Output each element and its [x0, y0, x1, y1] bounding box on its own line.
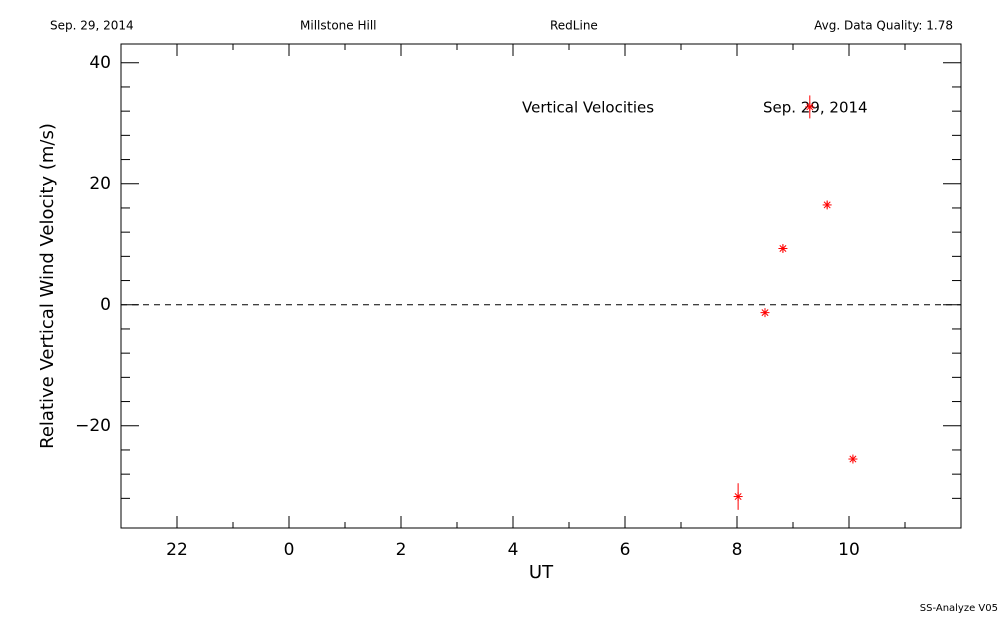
point	[778, 243, 788, 253]
y-tick-label: −20	[75, 416, 111, 436]
asterisk-stroke	[823, 201, 831, 209]
asterisk-stroke	[806, 103, 814, 111]
header-site: Millstone Hill	[300, 19, 376, 33]
header-quality: Avg. Data Quality: 1.78	[814, 19, 953, 33]
footer: SS-Analyze V05	[920, 603, 998, 614]
x-tick-label: 22	[166, 540, 188, 560]
annotation: Sep. 29, 2014	[763, 99, 868, 117]
asterisk-stroke	[779, 244, 787, 252]
point	[848, 454, 858, 464]
x-tick-label: 0	[284, 540, 295, 560]
asterisk-stroke	[761, 309, 769, 317]
point	[733, 492, 743, 502]
x-tick-label: 2	[396, 540, 407, 560]
x-tick-label: 6	[620, 540, 631, 560]
x-tick-label: 8	[732, 540, 743, 560]
asterisk-stroke	[849, 455, 857, 463]
y-tick-label: 40	[89, 53, 111, 73]
header-filter: RedLine	[550, 19, 598, 33]
header-date: Sep. 29, 2014	[50, 19, 134, 33]
point	[805, 102, 815, 112]
y-axis-label: Relative Vertical Wind Velocity (m/s)	[37, 123, 58, 449]
x-tick-label: 4	[508, 540, 519, 560]
point	[822, 200, 832, 210]
asterisk-stroke	[734, 493, 742, 501]
point	[760, 308, 770, 318]
y-tick-label: 20	[89, 174, 111, 194]
x-axis-label: UT	[529, 562, 554, 583]
plot-frame	[120, 43, 962, 529]
y-tick-label: 0	[100, 295, 111, 315]
annotation: Vertical Velocities	[522, 99, 654, 117]
x-tick-label: 10	[838, 540, 860, 560]
